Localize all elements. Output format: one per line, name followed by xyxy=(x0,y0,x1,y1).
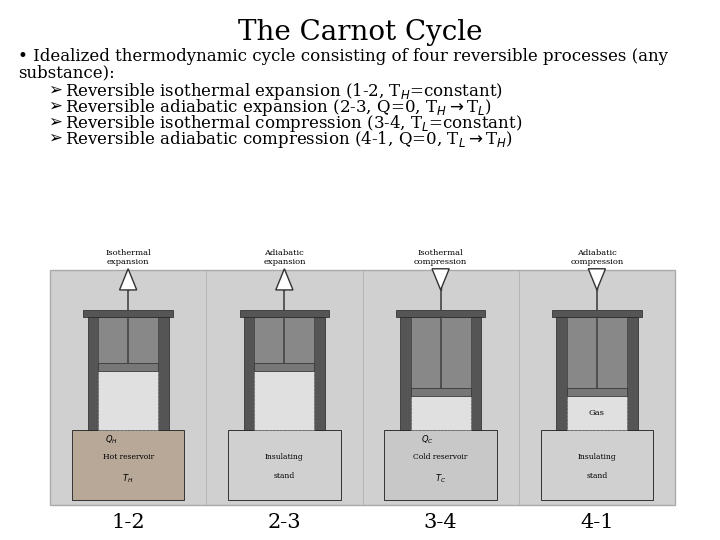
Bar xyxy=(254,371,315,430)
Text: ➢: ➢ xyxy=(48,129,62,147)
Text: Gas: Gas xyxy=(589,409,605,417)
Bar xyxy=(410,317,471,388)
Bar xyxy=(254,317,315,363)
Text: ➢: ➢ xyxy=(48,81,62,99)
Text: • Idealized thermodynamic cycle consisting of four reversible processes (any: • Idealized thermodynamic cycle consisti… xyxy=(18,48,668,65)
Bar xyxy=(88,317,98,430)
Text: Insulating: Insulating xyxy=(265,453,304,461)
Text: stand: stand xyxy=(586,471,608,480)
Polygon shape xyxy=(276,269,293,290)
Bar xyxy=(384,430,497,500)
Text: stand: stand xyxy=(274,471,295,480)
Text: substance):: substance): xyxy=(18,64,114,81)
Bar xyxy=(471,317,481,430)
Bar xyxy=(228,430,341,500)
Bar xyxy=(396,310,485,317)
Bar xyxy=(244,317,254,430)
Bar xyxy=(567,317,627,388)
Text: ➢: ➢ xyxy=(48,97,62,115)
Bar xyxy=(567,396,627,430)
Text: 4-1: 4-1 xyxy=(580,513,613,532)
Text: Isothermal: Isothermal xyxy=(418,249,464,257)
Bar xyxy=(567,388,627,396)
Polygon shape xyxy=(432,269,449,290)
Bar xyxy=(158,317,168,430)
Bar xyxy=(84,310,173,317)
Text: $Q_H$: $Q_H$ xyxy=(105,433,117,446)
Text: compression: compression xyxy=(570,259,624,266)
Bar xyxy=(98,317,158,363)
Bar xyxy=(557,317,567,430)
Text: ➢: ➢ xyxy=(48,113,62,131)
Bar xyxy=(98,371,158,430)
Text: expansion: expansion xyxy=(107,259,149,266)
Text: Reversible adiabatic expansion (2-3, Q=0, T$_{H}$$\rightarrow$T$_{L}$): Reversible adiabatic expansion (2-3, Q=0… xyxy=(65,97,492,118)
Bar xyxy=(240,310,329,317)
Text: Reversible isothermal expansion (1-2, T$_{H}$=constant): Reversible isothermal expansion (1-2, T$… xyxy=(65,81,503,102)
Polygon shape xyxy=(588,269,606,290)
Text: 3-4: 3-4 xyxy=(424,513,457,532)
Text: $Q_C$: $Q_C$ xyxy=(420,433,433,446)
Text: 1-2: 1-2 xyxy=(112,513,145,532)
Text: Hot reservoir: Hot reservoir xyxy=(102,453,153,461)
Bar xyxy=(410,388,471,396)
Bar xyxy=(627,317,637,430)
Text: Cold reservoir: Cold reservoir xyxy=(413,453,468,461)
Text: Isothermal: Isothermal xyxy=(105,249,151,257)
Polygon shape xyxy=(120,269,137,290)
Text: compression: compression xyxy=(414,259,467,266)
Bar xyxy=(410,396,471,430)
Text: expansion: expansion xyxy=(263,259,305,266)
Text: Insulating: Insulating xyxy=(577,453,616,461)
Text: $T_C$: $T_C$ xyxy=(435,473,446,485)
Bar xyxy=(541,430,653,500)
Bar xyxy=(315,317,325,430)
Bar xyxy=(254,363,315,371)
Text: The Carnot Cycle: The Carnot Cycle xyxy=(238,19,482,46)
Bar xyxy=(72,430,184,500)
Text: Reversible adiabatic compression (4-1, Q=0, T$_{L}$$\rightarrow$T$_{H}$): Reversible adiabatic compression (4-1, Q… xyxy=(65,129,513,150)
Bar xyxy=(400,317,410,430)
Text: 2-3: 2-3 xyxy=(268,513,301,532)
Bar xyxy=(98,363,158,371)
Bar xyxy=(552,310,642,317)
Bar xyxy=(50,270,675,505)
Text: Adiabatic: Adiabatic xyxy=(577,249,617,257)
Text: Adiabatic: Adiabatic xyxy=(264,249,305,257)
Text: $T_H$: $T_H$ xyxy=(122,473,134,485)
Text: Reversible isothermal compression (3-4, T$_{L}$=constant): Reversible isothermal compression (3-4, … xyxy=(65,113,522,134)
